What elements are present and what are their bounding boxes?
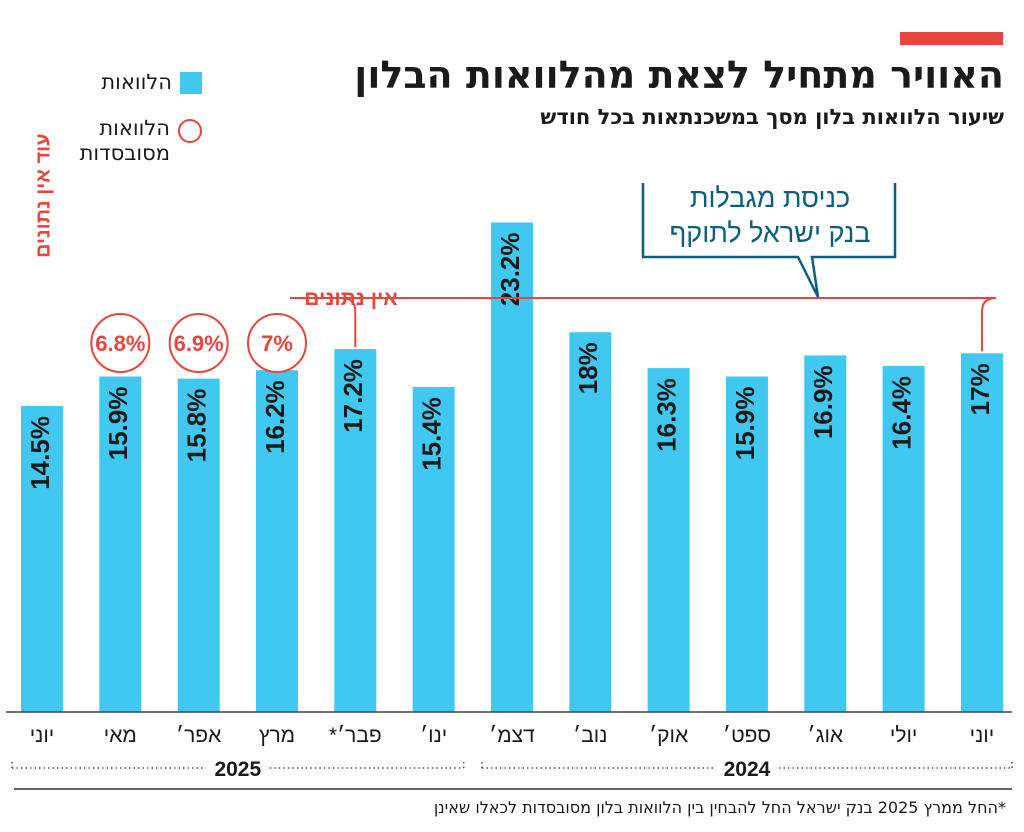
bar-0	[960, 353, 1003, 712]
bar-value-label-9: 16.2%	[260, 380, 290, 454]
x-tick-label-1: יולי	[890, 724, 918, 747]
legend-item-subsidized: הלוואות מסובסדות	[80, 116, 202, 166]
x-tick-label-4: אוק׳	[649, 724, 688, 747]
x-tick-label-2: אוג׳	[807, 724, 843, 747]
year-label-0: 2024	[724, 758, 771, 781]
bar-value-label-3: 15.9%	[730, 387, 760, 461]
bar-2	[804, 355, 847, 712]
bar-value-label-8: 17.2%	[338, 359, 368, 433]
subsidized-circle-1	[168, 313, 229, 373]
no-data-bracket-right	[341, 297, 412, 348]
bar-value-label-11: 15.9%	[103, 387, 133, 461]
legend-label-subsidized: הלוואות מסובסדות	[80, 116, 170, 166]
subsidized-value-label-0: 7%	[261, 331, 293, 356]
x-tick-label-8: פבר׳*	[329, 724, 382, 747]
no-data-label: אין נתונים	[304, 287, 397, 310]
bar-4	[647, 368, 690, 712]
bar-value-label-1: 16.4%	[887, 376, 917, 450]
chart-subtitle: שיעור הלוואות בלון מסך במשכנתאות בכל חוד…	[540, 105, 1004, 129]
bar-6	[490, 222, 533, 713]
year-label-1: 2025	[214, 758, 261, 781]
footnote: *החל ממרץ 2025 בנק ישראל החל להבחין בין …	[433, 798, 1006, 817]
x-tick-label-10: אפר׳	[176, 724, 221, 747]
bar-7	[412, 387, 455, 712]
bar-value-label-4: 16.3%	[652, 378, 682, 452]
bar-12	[21, 406, 63, 712]
legend-swatch-circle	[178, 119, 202, 143]
x-tick-label-12: יוני	[30, 724, 55, 747]
chart-title: האוויר מתחיל לצאת מהלוואות הבלון	[354, 53, 1004, 97]
legend-label-subsidized-line1: הלוואות	[99, 116, 170, 140]
bar-9	[255, 370, 298, 712]
bar-value-label-2: 16.9%	[808, 365, 838, 439]
accent-bar	[900, 32, 1003, 45]
x-tick-label-3: ספט׳	[723, 724, 771, 747]
x-tick-label-5: נוב׳	[573, 724, 607, 747]
x-tick-label-9: מרץ	[259, 724, 295, 747]
callout-line2: בנק ישראל לתוקף	[669, 218, 870, 248]
subsidized-value-label-2: 6.8%	[95, 331, 145, 356]
legend-label-subsidized-line2: מסובסדות	[79, 141, 170, 165]
bar-value-label-7: 15.4%	[417, 397, 447, 471]
subsidized-circle-0	[246, 313, 307, 373]
legend-label-loans: הלוואות	[101, 70, 172, 94]
legend-swatch-bar	[180, 71, 202, 94]
bar-11	[99, 376, 142, 712]
callout-box	[641, 183, 897, 298]
no-data-bracket-left	[290, 297, 996, 352]
bar-value-label-5: 18%	[573, 342, 603, 394]
legend-item-loans: הלוואות	[101, 70, 202, 95]
bar-value-label-0: 17%	[965, 363, 995, 415]
bar-value-label-6: 23.2%	[495, 232, 525, 306]
subsidized-circle-2	[90, 313, 151, 373]
callout-line1: כניסת מגבלות	[690, 183, 850, 213]
x-tick-label-0: יוני	[970, 724, 995, 747]
bar-1	[882, 365, 925, 712]
x-tick-label-11: מאי	[104, 724, 137, 747]
x-tick-label-6: דצמ׳	[489, 724, 535, 747]
bar-3	[725, 376, 768, 712]
bar-value-label-10: 15.8%	[182, 389, 212, 463]
bar-8	[334, 349, 377, 712]
bar-10	[177, 378, 220, 712]
subsidized-value-label-1: 6.9%	[174, 331, 224, 356]
bar-5	[569, 332, 612, 712]
still-no-data-label: עוד אין נתונים	[32, 133, 54, 258]
bar-value-label-12: 14.5%	[25, 416, 55, 490]
x-tick-label-7: ינו׳	[420, 724, 447, 747]
